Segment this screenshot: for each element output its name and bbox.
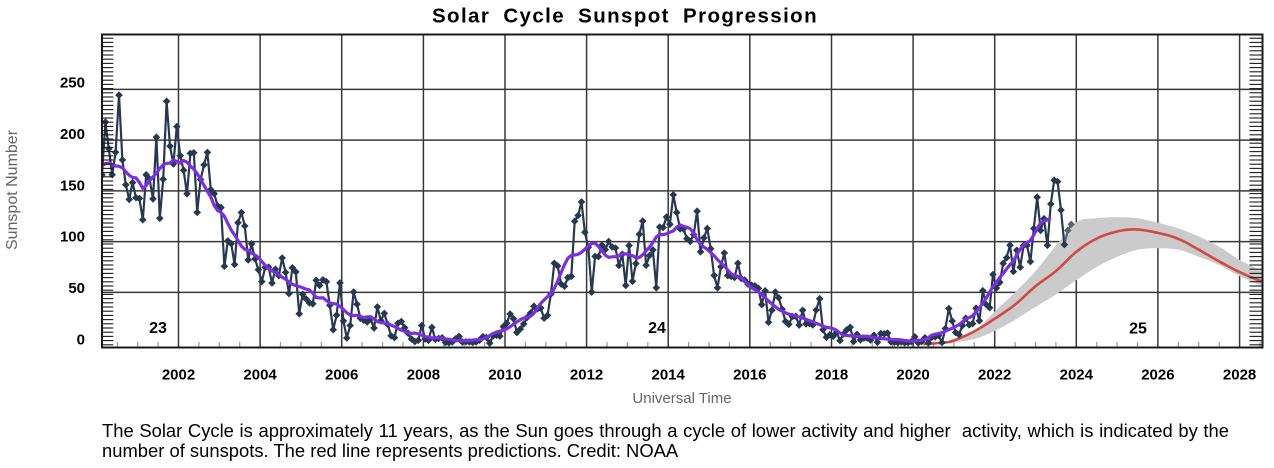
svg-text:2024: 2024 [1060,367,1094,384]
svg-text:2022: 2022 [978,367,1011,384]
svg-text:2018: 2018 [815,367,848,384]
svg-text:150: 150 [60,177,85,194]
svg-text:Universal Time: Universal Time [632,390,731,407]
svg-text:50: 50 [68,280,85,297]
svg-text:0: 0 [77,332,85,349]
svg-text:200: 200 [60,126,85,143]
svg-text:24: 24 [648,320,666,337]
svg-text:2026: 2026 [1141,367,1174,384]
svg-text:2008: 2008 [407,367,440,384]
svg-text:2004: 2004 [243,367,277,384]
svg-text:23: 23 [149,320,167,337]
svg-text:25: 25 [1129,321,1147,338]
svg-text:Sunspot Number: Sunspot Number [4,129,21,250]
svg-text:2014: 2014 [652,367,686,384]
svg-text:250: 250 [60,75,85,92]
svg-text:2002: 2002 [162,367,195,384]
svg-text:2010: 2010 [488,367,521,384]
svg-text:2016: 2016 [733,367,766,384]
svg-text:2012: 2012 [570,367,603,384]
svg-text:2020: 2020 [896,367,929,384]
svg-text:2028: 2028 [1223,367,1256,384]
svg-text:2006: 2006 [325,367,358,384]
svg-text:Solar Cycle Sunspot Progressio: Solar Cycle Sunspot Progression [432,4,818,27]
svg-text:100: 100 [60,229,85,246]
